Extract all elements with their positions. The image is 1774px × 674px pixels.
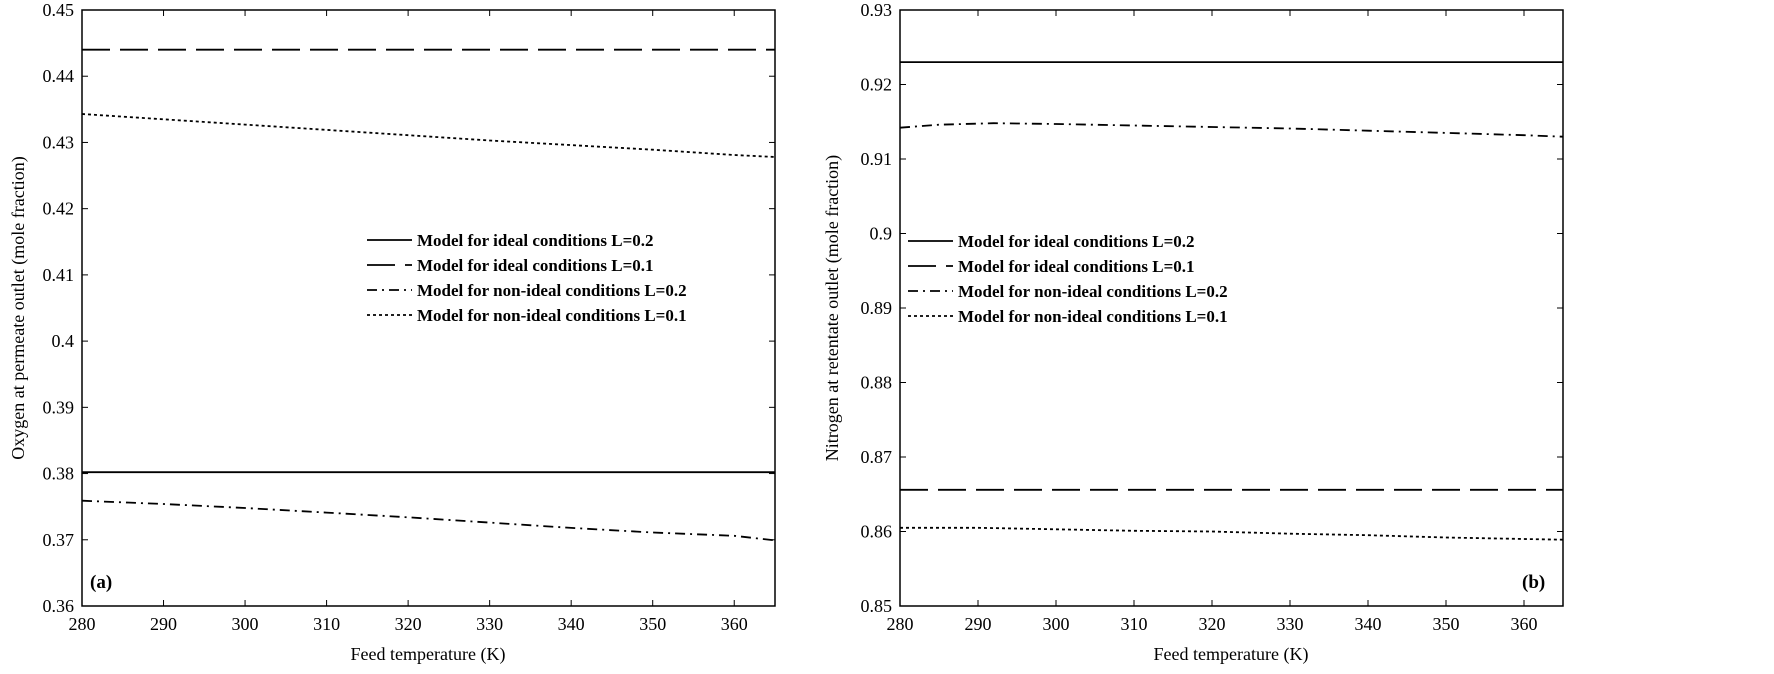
tick-layer-a: 280 290 300 310 320 330 340 350 360 0.36 0.37 0.38 0… (43, 0, 775, 634)
x-tick-label: 340 (558, 614, 585, 634)
y-axis-label-b: Nitrogen at retentate outlet (mole fract… (822, 155, 843, 461)
chart-panel-a: 280 290 300 310 320 330 340 350 360 0.36 0.37 0.38 0… (8, 0, 776, 665)
y-tick-label: 0.42 (43, 199, 75, 219)
y-tick-label: 0.43 (43, 132, 75, 152)
x-tick-label: 290 (965, 614, 992, 634)
x-tick-label: 360 (721, 614, 748, 634)
x-tick-label: 360 (1511, 614, 1538, 634)
legend-b: Model for ideal conditions L=0.2 Model fo… (908, 232, 1228, 326)
x-tick-label: 280 (69, 614, 96, 634)
panel-label-b: (b) (1522, 572, 1545, 593)
y-tick-label: 0.38 (43, 464, 75, 484)
y-tick-label: 0.9 (870, 224, 893, 244)
y-tick-label: 0.93 (861, 0, 893, 20)
series-layer-b (899, 61, 1564, 541)
x-tick-label: 300 (1043, 614, 1070, 634)
x-tick-label: 330 (476, 614, 503, 634)
y-tick-label: 0.87 (861, 447, 893, 467)
legend-label: Model for non-ideal conditions L=0.2 (417, 281, 687, 300)
series-layer-a (81, 48, 776, 542)
x-tick-label: 350 (639, 614, 666, 634)
legend-label: Model for ideal conditions L=0.2 (417, 231, 654, 250)
x-tick-label: 310 (1121, 614, 1148, 634)
y-tick-label: 0.89 (861, 298, 893, 318)
tick-layer-b: 280 290 300 310 320 330 340 350 360 0.85 0.86 0.87 0… (861, 0, 1563, 634)
y-tick-label: 0.88 (861, 373, 893, 393)
x-tick-label: 290 (150, 614, 177, 634)
legend-label: Model for ideal conditions L=0.2 (958, 232, 1195, 251)
legend-a: Model for ideal conditions L=0.2 Model fo… (367, 231, 687, 325)
series-line-dashdot (899, 122, 1564, 138)
legend-label: Model for non-ideal conditions L=0.2 (958, 282, 1228, 301)
y-tick-label: 0.45 (43, 0, 75, 20)
y-tick-label: 0.37 (43, 530, 75, 550)
x-tick-label: 280 (887, 614, 914, 634)
y-tick-label: 0.39 (43, 397, 75, 417)
x-tick-label: 340 (1355, 614, 1382, 634)
x-axis-label-b: Feed temperature (K) (1154, 644, 1309, 665)
y-tick-label: 0.41 (43, 265, 75, 285)
y-tick-label: 0.44 (43, 66, 75, 86)
x-tick-label: 330 (1277, 614, 1304, 634)
y-tick-label: 0.92 (861, 75, 893, 95)
legend-label: Model for ideal conditions L=0.1 (417, 256, 654, 275)
legend-label: Model for ideal conditions L=0.1 (958, 257, 1195, 276)
x-tick-label: 310 (313, 614, 340, 634)
plot-area-b (899, 9, 1564, 607)
y-tick-label: 0.4 (52, 331, 75, 351)
y-tick-label: 0.91 (861, 149, 893, 169)
series-line-dashdot (81, 499, 776, 542)
legend-label: Model for non-ideal conditions L=0.1 (417, 306, 687, 325)
plot-area-a (81, 9, 776, 607)
y-tick-label: 0.86 (861, 522, 893, 542)
x-tick-label: 350 (1433, 614, 1460, 634)
legend-label: Model for non-ideal conditions L=0.1 (958, 307, 1228, 326)
y-tick-label: 0.85 (861, 596, 893, 616)
y-axis-label-a: Oxygen at permeate outlet (mole fraction… (8, 156, 29, 459)
chart-panel-b: 280 290 300 310 320 330 340 350 360 0.85 0.86 0.87 0… (822, 0, 1564, 665)
x-tick-label: 320 (1199, 614, 1226, 634)
x-tick-label: 320 (395, 614, 422, 634)
x-axis-label-a: Feed temperature (K) (351, 644, 506, 665)
x-tick-label: 300 (232, 614, 259, 634)
y-tick-label: 0.36 (43, 596, 75, 616)
panel-label-a: (a) (90, 572, 112, 593)
series-line-dotted (81, 113, 776, 158)
